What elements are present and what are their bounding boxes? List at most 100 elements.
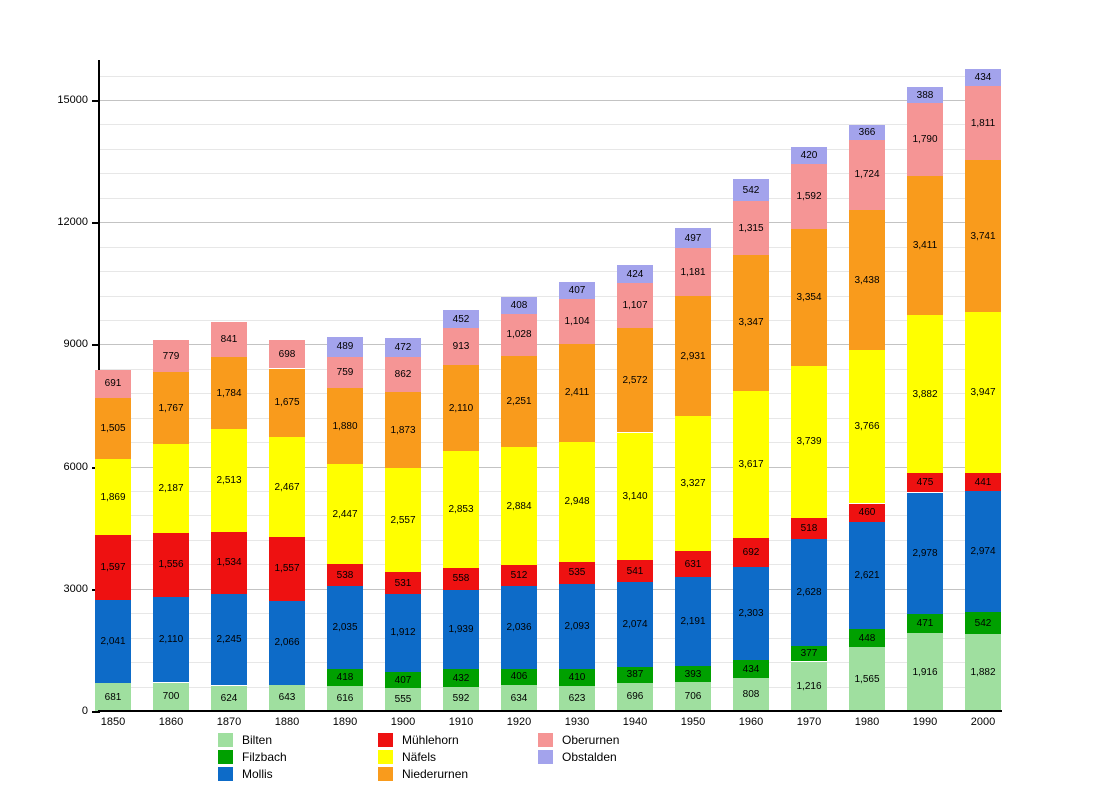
bar-segment-filzbach bbox=[965, 612, 1001, 635]
gridline-minor bbox=[99, 369, 1001, 370]
bar-value-label: 489 bbox=[336, 341, 354, 353]
bar-value-label: 1,534 bbox=[216, 557, 242, 569]
bar-value-label: 558 bbox=[452, 573, 470, 585]
x-axis-label: 1900 bbox=[390, 716, 416, 728]
bar-segment-filzbach bbox=[501, 668, 537, 686]
bar-segment-nafels bbox=[385, 468, 421, 573]
bar-value-label: 3,411 bbox=[912, 240, 938, 251]
y-axis-label: 12000 bbox=[57, 216, 88, 228]
bar-segment-oberurnen bbox=[907, 103, 943, 176]
bar-value-label: 410 bbox=[568, 671, 586, 683]
y-axis-tick bbox=[92, 100, 98, 102]
legend-label-obstalden: Obstalden bbox=[562, 750, 617, 764]
bar-value-label: 1,597 bbox=[100, 562, 126, 574]
x-axis-label: 1880 bbox=[274, 716, 300, 728]
bar-value-label: 698 bbox=[278, 348, 296, 360]
bar-segment-nafels bbox=[327, 464, 363, 565]
legend-swatch-oberurnen bbox=[538, 733, 553, 747]
bar-value-label: 1,912 bbox=[390, 627, 416, 639]
bar-segment-oberurnen bbox=[443, 328, 479, 366]
bar-segment-oberurnen bbox=[95, 369, 131, 398]
bar-segment-obstalden bbox=[559, 282, 595, 299]
bar-segment-muhlehorn bbox=[211, 531, 247, 595]
legend-label-bilten: Bilten bbox=[242, 733, 273, 747]
bar-value-label: 408 bbox=[510, 300, 528, 311]
bar-segment-niederurnen bbox=[95, 397, 131, 459]
bar-segment-niederurnen bbox=[153, 372, 189, 445]
bar-value-label: 779 bbox=[162, 350, 180, 362]
bar-value-label: 2,931 bbox=[680, 350, 706, 362]
legend-swatch-obstalden bbox=[538, 750, 553, 764]
bar-value-label: 2,110 bbox=[448, 402, 474, 414]
bar-segment-bilten bbox=[385, 688, 421, 711]
bar-value-label: 2,513 bbox=[216, 475, 242, 486]
bar-segment-mollis bbox=[153, 596, 189, 683]
bar-value-label: 418 bbox=[336, 671, 354, 683]
bar-value-label: 472 bbox=[394, 341, 412, 353]
bar-value-label: 624 bbox=[220, 692, 238, 704]
bar-segment-bilten bbox=[443, 686, 479, 711]
y-axis-tick bbox=[92, 344, 98, 346]
bar-segment-filzbach bbox=[849, 629, 885, 648]
bar-segment-obstalden bbox=[443, 309, 479, 329]
bar-segment-oberurnen bbox=[385, 356, 421, 392]
bar-segment-nafels bbox=[269, 436, 305, 538]
bar-value-label: 3,438 bbox=[854, 274, 880, 286]
x-axis-label: 1970 bbox=[796, 716, 822, 728]
bar-segment-filzbach bbox=[617, 666, 653, 683]
bar-value-label: 407 bbox=[568, 284, 586, 296]
bar-value-label: 2,066 bbox=[274, 637, 300, 649]
bar-segment-nafels bbox=[791, 365, 827, 518]
bar-value-label: 2,036 bbox=[506, 621, 532, 633]
gridline-minor bbox=[99, 296, 1001, 297]
x-axis-label: 1980 bbox=[854, 716, 880, 728]
x-axis-label: 1850 bbox=[100, 716, 126, 728]
bar-value-label: 388 bbox=[916, 89, 934, 101]
bar-value-label: 1,557 bbox=[274, 563, 300, 575]
gridline-major bbox=[99, 100, 1001, 101]
x-axis-label: 1930 bbox=[564, 716, 590, 728]
bar-value-label: 1,181 bbox=[680, 266, 706, 278]
bar-segment-muhlehorn bbox=[501, 564, 537, 586]
bar-segment-bilten bbox=[269, 684, 305, 711]
bar-segment-oberurnen bbox=[849, 139, 885, 210]
bar-segment-bilten bbox=[849, 647, 885, 711]
bar-segment-oberurnen bbox=[211, 322, 247, 357]
legend-label-filzbach: Filzbach bbox=[242, 750, 287, 764]
bar-value-label: 696 bbox=[626, 691, 644, 703]
bar-value-label: 420 bbox=[800, 150, 818, 162]
x-axis-label: 1910 bbox=[448, 716, 474, 728]
bar-segment-niederurnen bbox=[791, 229, 827, 366]
bar-segment-oberurnen bbox=[791, 164, 827, 229]
bar-value-label: 3,354 bbox=[796, 291, 822, 303]
bar-segment-obstalden bbox=[385, 337, 421, 357]
bar-value-label: 460 bbox=[858, 507, 876, 519]
bar-segment-filzbach bbox=[907, 613, 943, 633]
bar-segment-bilten bbox=[95, 683, 131, 711]
bar-value-label: 1,873 bbox=[390, 424, 416, 436]
bar-segment-niederurnen bbox=[443, 365, 479, 452]
bar-value-label: 2,041 bbox=[100, 636, 126, 648]
x-axis-label: 1890 bbox=[332, 716, 358, 728]
bar-value-label: 535 bbox=[568, 567, 586, 579]
gridline-minor bbox=[99, 662, 1001, 663]
gridline-major bbox=[99, 467, 1001, 468]
bar-value-label: 1,028 bbox=[506, 329, 532, 341]
bar-segment-niederurnen bbox=[327, 387, 363, 465]
bar-value-label: 1,556 bbox=[158, 559, 184, 571]
legend-label-nafels: Näfels bbox=[402, 750, 437, 764]
gridline-minor bbox=[99, 491, 1001, 492]
bar-segment-filzbach bbox=[733, 660, 769, 679]
bar-segment-obstalden bbox=[617, 265, 653, 283]
bar-value-label: 1,104 bbox=[564, 315, 590, 327]
gridline-minor bbox=[99, 540, 1001, 541]
bar-value-label: 1,939 bbox=[448, 624, 474, 636]
legend-swatch-bilten bbox=[218, 733, 233, 747]
gridline-minor bbox=[99, 564, 1001, 565]
bar-segment-bilten bbox=[501, 685, 537, 711]
bar-segment-obstalden bbox=[327, 337, 363, 357]
gridline-minor bbox=[99, 393, 1001, 394]
bar-value-label: 3,347 bbox=[738, 317, 764, 329]
bar-segment-oberurnen bbox=[269, 340, 305, 369]
